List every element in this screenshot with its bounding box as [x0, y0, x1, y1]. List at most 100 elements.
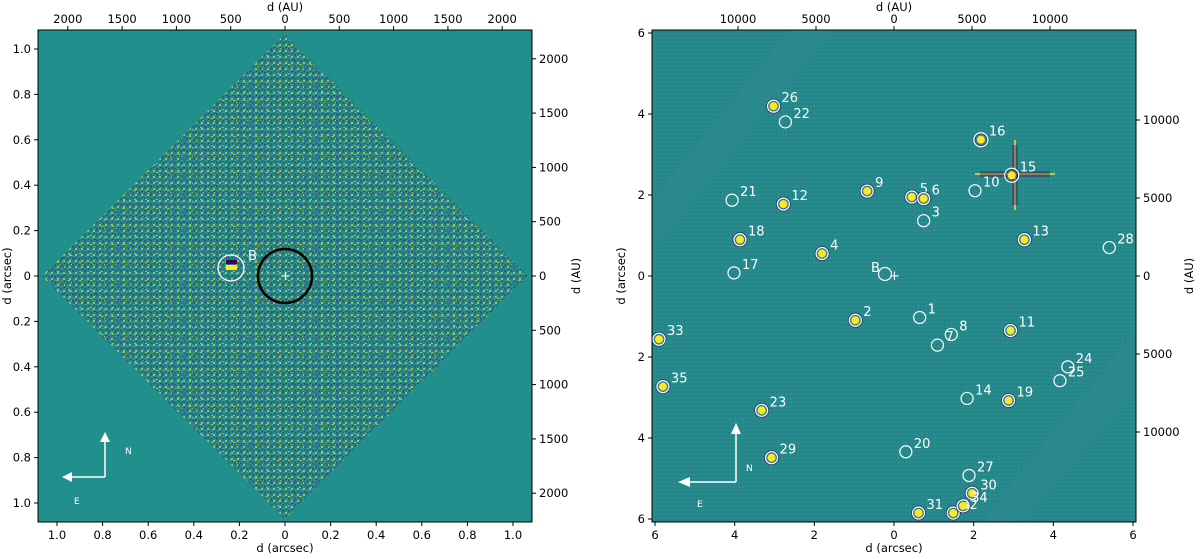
- right-source-21-label: 21: [740, 185, 757, 200]
- right-source-3-circle: [917, 214, 931, 228]
- right-source-9-point: [863, 187, 872, 196]
- right-top-tick-label: 5000: [957, 12, 986, 26]
- right-source-28-circle: [1102, 240, 1116, 255]
- right-top-tick-label: 5000: [801, 12, 830, 26]
- right-top-tick-label: 10000: [720, 12, 757, 26]
- left-bottom-tick-label: 0.4: [367, 528, 385, 542]
- left-right-tick-label: 1000: [539, 378, 568, 392]
- right-top-tick-label: 10000: [1032, 12, 1069, 26]
- right-source-19-label: 19: [1017, 385, 1034, 400]
- left-left-tick-label: 0.8: [13, 451, 31, 465]
- left-compass-north: N: [125, 447, 132, 457]
- left-right-tick-label: 500: [539, 323, 561, 337]
- right-star-marker: +: [889, 269, 900, 284]
- right-source-12-label: 12: [791, 189, 808, 204]
- right-source-27-label: 27: [977, 460, 994, 475]
- right-source-13-point: [1020, 235, 1029, 244]
- left-bottom-tick-label: 0.2: [230, 528, 248, 542]
- right-source-35-point: [658, 382, 667, 391]
- right-source-17-circle: [727, 266, 741, 280]
- right-source-21-circle: [725, 193, 739, 207]
- right-source-19-circle: [1001, 393, 1016, 408]
- left-left-tick-label: 1.0: [13, 42, 31, 56]
- right-source-25-label: 25: [1068, 366, 1085, 381]
- left-companion-label: B: [248, 249, 257, 264]
- right-source-16-label: 16: [989, 125, 1006, 140]
- right-source-4-label: 4: [830, 238, 838, 253]
- left-right-tick-label: 500: [539, 215, 561, 229]
- left-bottom-tick-label: 1.0: [48, 528, 66, 542]
- right-source-31-label: 31: [926, 498, 943, 513]
- right-right-tick-label: 10000: [1143, 425, 1180, 439]
- left-star-marker: +: [280, 269, 291, 284]
- right-source-34-point: [959, 501, 968, 510]
- right-source-26-point: [769, 102, 778, 111]
- right-source-25-circle: [1053, 374, 1067, 388]
- right-x-axis-label: d (arcsec): [865, 541, 922, 555]
- left-top-tick-label: 0: [281, 12, 288, 26]
- right-compass-east: E: [697, 500, 703, 510]
- right-source-22-label: 22: [793, 107, 810, 122]
- left-bottom-tick-label: 0.8: [458, 528, 476, 542]
- right-source-18-point: [735, 235, 744, 244]
- right-bottom-tick-label: 2: [970, 528, 977, 542]
- left-star-mask-circle: [256, 247, 314, 305]
- left-top-tick-label: 500: [220, 12, 242, 26]
- right-source-30-circle: [965, 486, 979, 500]
- left-bottom-tick-label: 1.0: [504, 528, 522, 542]
- left-right-tick-label: 1500: [539, 432, 568, 446]
- right-source-23-point: [757, 406, 766, 415]
- left-bottom-tick-label: 0.6: [413, 528, 431, 542]
- right-source-6-label: 6: [932, 184, 940, 199]
- right-source-19-point: [1004, 396, 1013, 405]
- left-compass-east: E: [74, 497, 80, 507]
- left-right-axis-label: d (AU): [569, 258, 583, 294]
- right-detector-edge-lower: [980, 330, 1136, 522]
- right-source-23-circle: [755, 403, 769, 417]
- right-source-30-point: [968, 489, 977, 498]
- left-bottom-tick-label: 0.4: [185, 528, 203, 542]
- right-source-16-point: [976, 135, 985, 144]
- left-compass: N E: [62, 432, 132, 507]
- right-top-tick-label: 0: [890, 12, 897, 26]
- left-companion-source: [226, 265, 237, 270]
- left-bottom-tick-label: 0.8: [93, 528, 111, 542]
- right-source-17-label: 17: [742, 258, 759, 273]
- right-source-33-circle: [652, 332, 666, 346]
- left-right-tick-label: 1000: [539, 160, 568, 174]
- left-top-tick-label: 1500: [107, 12, 136, 26]
- right-left-tick-label: 0: [638, 269, 645, 283]
- right-source-14-circle: [960, 391, 974, 406]
- right-detector-edge-upper: [652, 30, 830, 250]
- right-source-6-point: [919, 194, 928, 203]
- right-source-23-label: 23: [770, 395, 787, 410]
- right-source-2-point: [851, 316, 860, 325]
- left-right-tick-label: 0: [539, 269, 546, 283]
- right-bottom-tick-label: 4: [731, 528, 738, 542]
- left-noise-speckle: [42, 34, 528, 519]
- right-source-22-circle: [778, 115, 792, 129]
- right-source-18-label: 18: [748, 225, 765, 240]
- left-right-tick-label: 1500: [539, 106, 568, 120]
- right-source-15-label: 15: [1020, 160, 1037, 175]
- right-companion-circle: [877, 266, 893, 282]
- left-left-tick-label: 0.2: [13, 224, 31, 238]
- right-bottom-tick-label: 0: [890, 528, 897, 542]
- right-source-13-circle: [1017, 233, 1031, 247]
- right-source-2-label: 2: [863, 305, 871, 320]
- left-x-axis-label: d (arcsec): [256, 541, 313, 555]
- right-source-31-circle: [911, 506, 926, 520]
- left-left-tick-label: 0.6: [13, 133, 31, 147]
- right-source-8-circle: [944, 327, 958, 342]
- right-source-28-label: 28: [1117, 233, 1134, 248]
- right-source-35-label: 35: [671, 372, 688, 387]
- right-compass-north: N: [746, 464, 753, 474]
- right-source-33-label: 33: [667, 324, 684, 339]
- right-right-tick-label: 5000: [1143, 191, 1172, 205]
- right-source-15-point: [1007, 171, 1016, 180]
- right-source-24-circle: [1061, 360, 1075, 374]
- right-source-29-circle: [764, 451, 779, 465]
- right-source-10-circle: [968, 184, 982, 198]
- left-left-tick-label: 0.4: [13, 360, 31, 374]
- right-companion-label: B: [871, 261, 880, 276]
